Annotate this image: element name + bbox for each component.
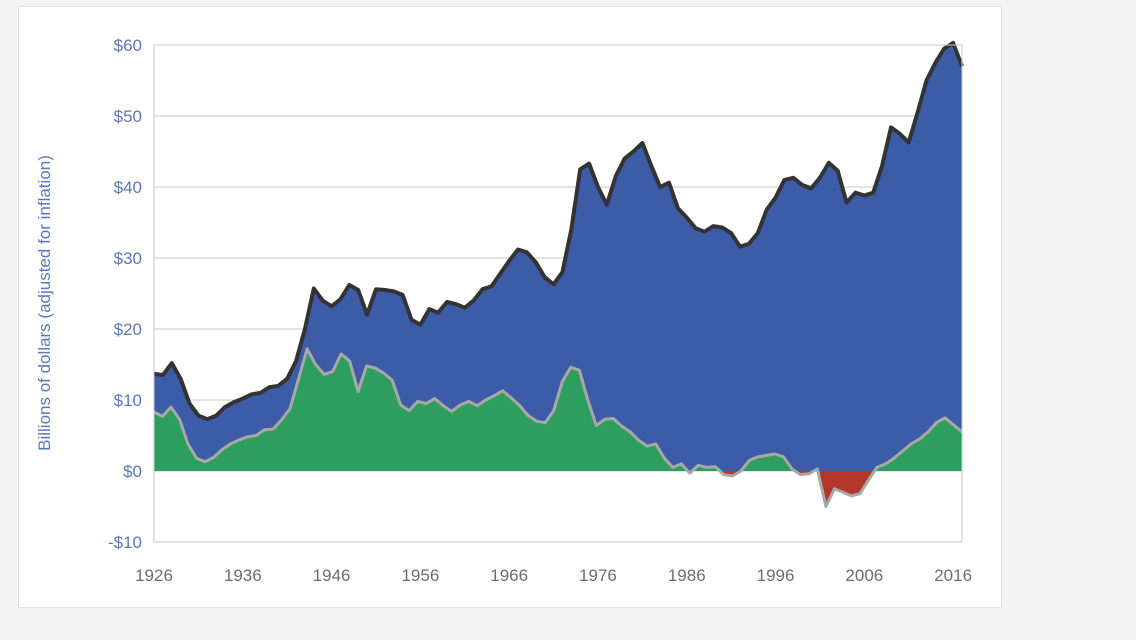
plot-frame bbox=[153, 44, 963, 543]
lower-series-line bbox=[153, 347, 963, 508]
chart-card: -$10 $0 $10 $20 $30 $40 $50 $60 1926 1936 1946 195… bbox=[18, 6, 1002, 608]
y-tick-label: $40 bbox=[114, 178, 142, 197]
y-tick-label: $0 bbox=[123, 462, 142, 481]
total-area bbox=[154, 42, 962, 472]
y-tick-label: $10 bbox=[114, 391, 142, 410]
area-chart: -$10 $0 $10 $20 $30 $40 $50 $60 1926 1936 1946 195… bbox=[35, 36, 972, 585]
x-tick-labels: 1926 1936 1946 1956 1966 1976 1986 1996 2006 2016 bbox=[135, 566, 972, 585]
positive-area bbox=[154, 348, 962, 471]
x-tick-label: 2016 bbox=[934, 566, 972, 585]
x-tick-label: 1946 bbox=[313, 566, 351, 585]
y-tick-label: $60 bbox=[114, 36, 142, 55]
y-tick-label: -$10 bbox=[108, 533, 142, 552]
x-tick-label: 1956 bbox=[401, 566, 439, 585]
x-tick-label: 1936 bbox=[224, 566, 262, 585]
x-tick-label: 1966 bbox=[490, 566, 528, 585]
y-tick-label: $50 bbox=[114, 107, 142, 126]
x-tick-label: 1976 bbox=[579, 566, 617, 585]
y-tick-label: $30 bbox=[114, 249, 142, 268]
y-tick-labels: -$10 $0 $10 $20 $30 $40 $50 $60 bbox=[108, 36, 142, 552]
y-axis-title: Billions of dollars (adjusted for inflat… bbox=[35, 155, 54, 451]
y-tick-label: $20 bbox=[114, 320, 142, 339]
plot-border bbox=[153, 44, 963, 543]
x-tick-label: 1926 bbox=[135, 566, 173, 585]
x-tick-label: 1986 bbox=[668, 566, 706, 585]
area-series bbox=[153, 40, 964, 508]
x-tick-label: 2006 bbox=[845, 566, 883, 585]
total-series-line bbox=[153, 40, 964, 422]
x-tick-label: 1996 bbox=[757, 566, 795, 585]
